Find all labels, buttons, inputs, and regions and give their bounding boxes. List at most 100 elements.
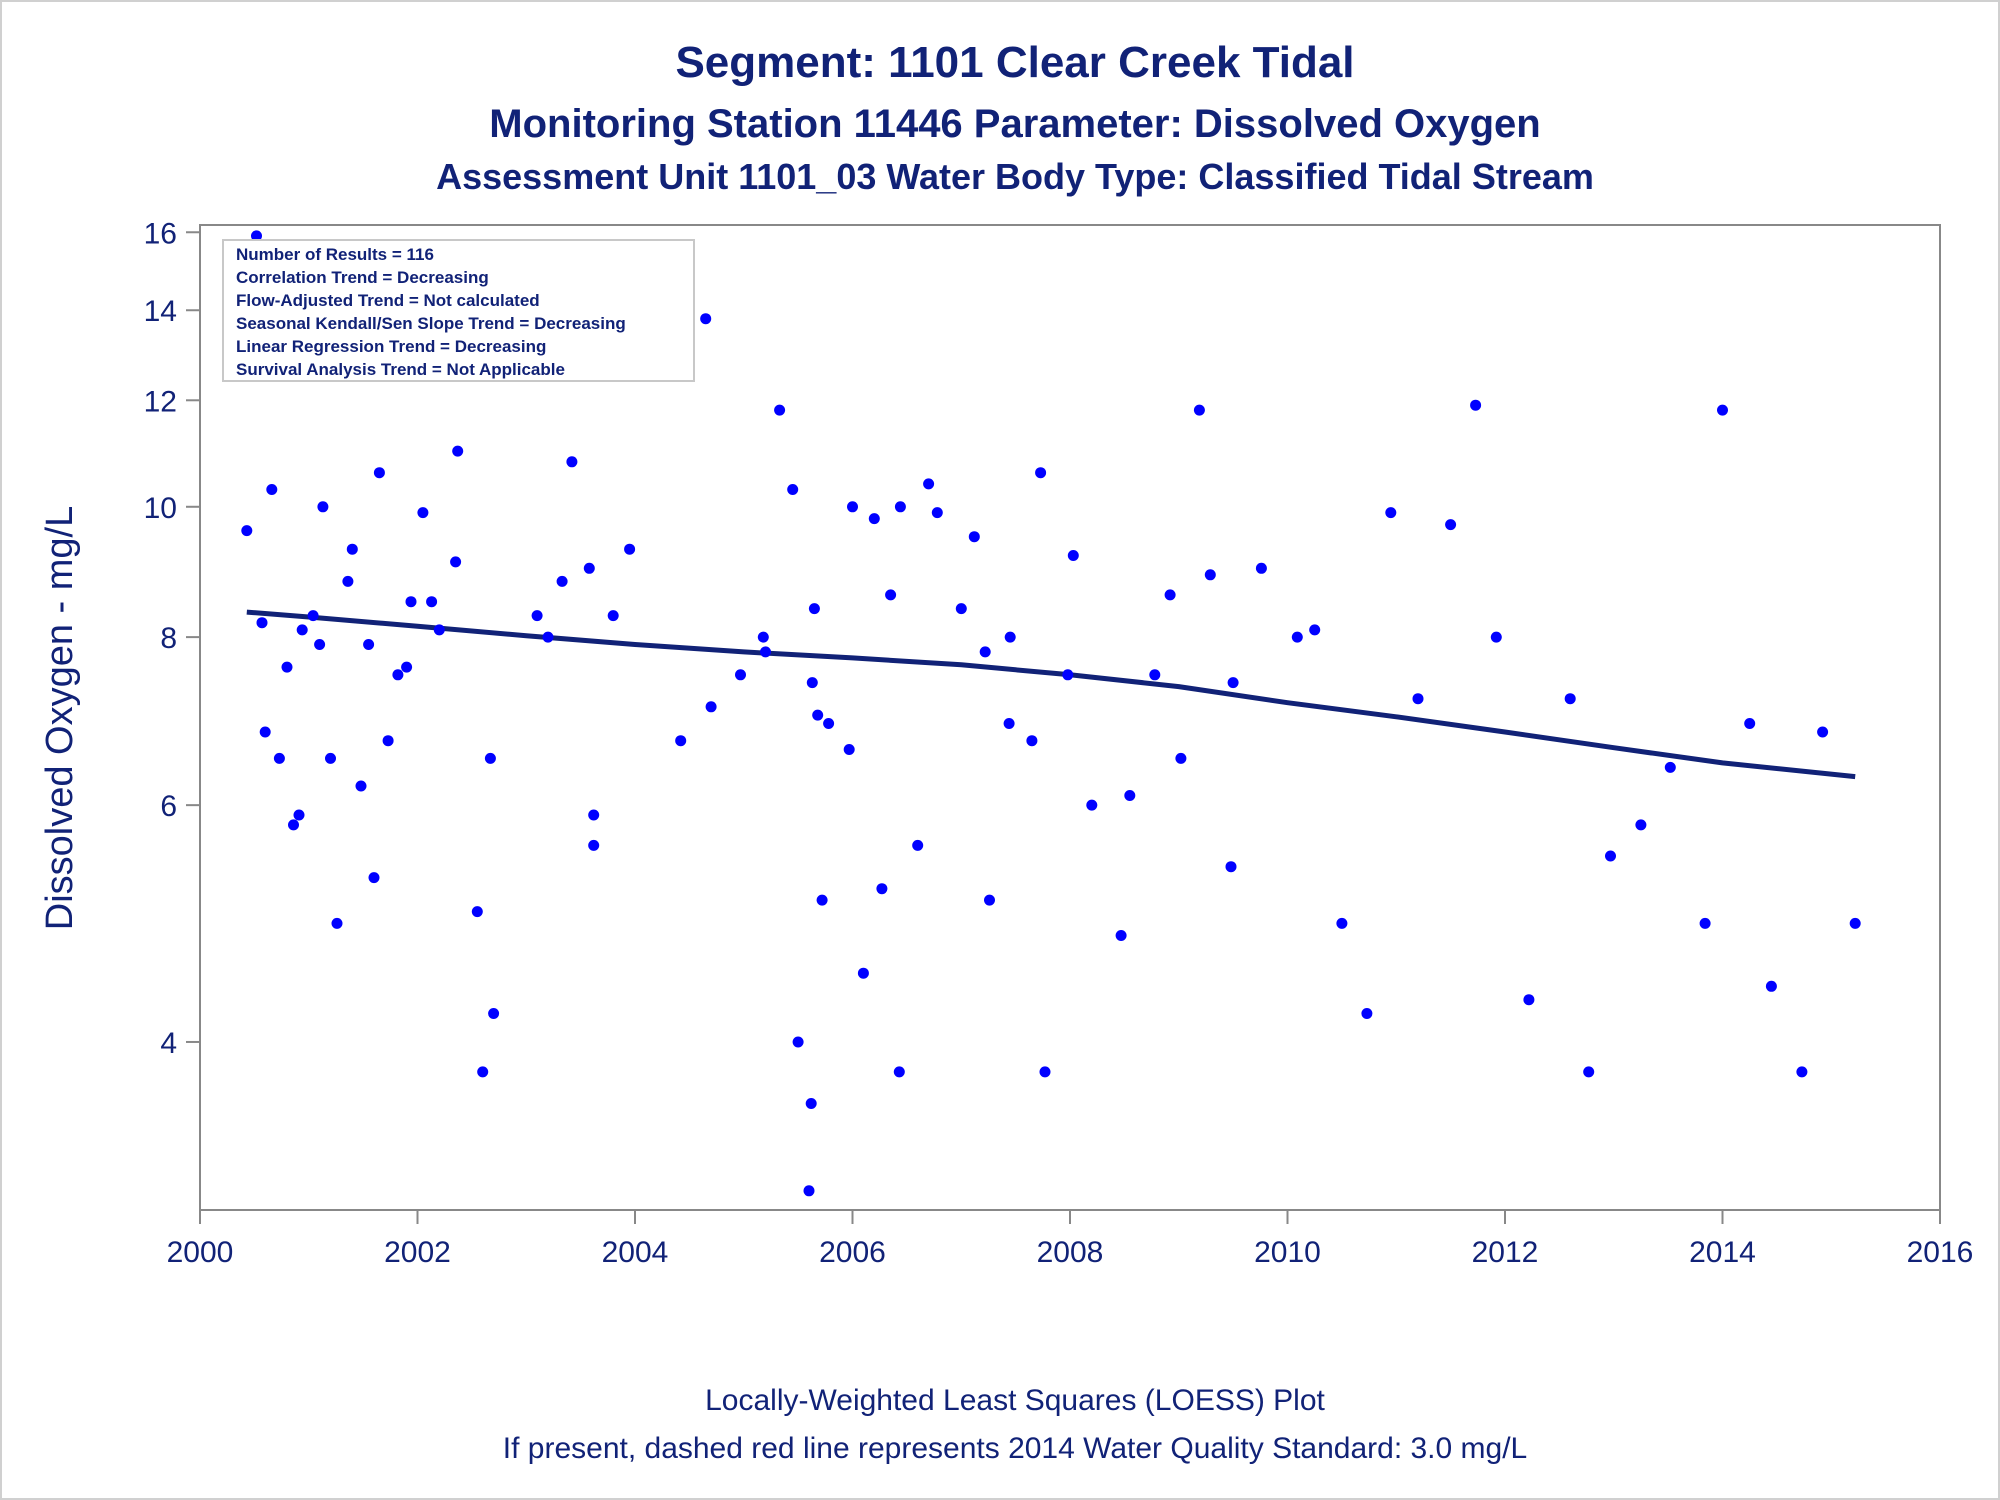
data-point — [1385, 507, 1397, 519]
data-point — [979, 646, 991, 658]
data-point — [531, 610, 543, 622]
y-tick-label: 4 — [160, 1027, 177, 1060]
data-point — [392, 669, 404, 681]
chart-subtitle: Monitoring Station 11446 Parameter: Diss… — [489, 102, 1540, 146]
data-point — [1849, 917, 1861, 929]
x-axis: 2000 2002 2004 2006 2008 2010 2012 2014 2016 — [167, 1210, 1974, 1269]
data-point — [760, 646, 771, 658]
data-point — [1115, 930, 1127, 941]
data-point — [256, 617, 268, 629]
data-point — [325, 752, 336, 764]
x-tick-label: 2006 — [819, 1236, 886, 1269]
data-point — [241, 525, 253, 537]
data-point — [1067, 550, 1079, 561]
data-point — [847, 501, 858, 513]
data-point — [803, 1185, 815, 1197]
data-point — [288, 819, 299, 831]
data-point — [1026, 735, 1038, 747]
data-point — [1564, 693, 1576, 705]
x-tick-label: 2002 — [384, 1236, 451, 1269]
data-point — [812, 709, 824, 721]
x-tick-label: 2016 — [1907, 1236, 1974, 1269]
stats-inset-line: Number of Results = 116 — [236, 245, 434, 264]
data-point — [1039, 1066, 1051, 1078]
stats-inset-line: Survival Analysis Trend = Not Applicable — [236, 360, 565, 379]
data-point — [368, 872, 380, 884]
data-point — [931, 507, 943, 519]
x-tick-label: 2004 — [602, 1236, 669, 1269]
data-point — [471, 906, 483, 918]
y-tick-label: 6 — [160, 790, 177, 823]
data-point — [355, 780, 367, 792]
data-point — [1227, 677, 1239, 689]
stats-inset-box — [222, 239, 695, 382]
data-point — [792, 1036, 804, 1048]
loess-trend-line — [246, 609, 1856, 780]
y-tick-label: 10 — [144, 492, 177, 525]
data-point — [488, 1008, 500, 1019]
data-point — [823, 718, 835, 729]
y-tick-label: 16 — [144, 217, 177, 250]
data-point — [1149, 669, 1161, 681]
data-point — [1086, 799, 1098, 811]
data-point — [843, 744, 855, 755]
data-point — [556, 575, 568, 587]
x-tick-label: 2000 — [167, 1236, 234, 1269]
data-point — [893, 1066, 905, 1078]
data-point — [1523, 994, 1535, 1006]
y-tick-label: 14 — [144, 295, 177, 328]
data-point — [1035, 467, 1047, 479]
data-point — [1193, 404, 1205, 416]
stats-inset: Number of Results = 116 Correlation Trend… — [236, 245, 626, 379]
x-tick-label: 2014 — [1689, 1236, 1756, 1269]
trend-layer — [246, 609, 1856, 780]
data-point — [806, 677, 818, 689]
data-point — [1225, 861, 1237, 873]
data-point — [955, 603, 967, 615]
x-tick-label: 2010 — [1254, 1236, 1321, 1269]
data-point — [857, 967, 869, 979]
chart-title: Segment: 1101 Clear Creek Tidal — [675, 38, 1354, 87]
data-point — [735, 669, 746, 681]
stats-inset-line: Correlation Trend = Decreasing — [236, 268, 489, 287]
data-point — [314, 639, 326, 650]
data-point — [757, 631, 769, 643]
stats-inset-line: Linear Regression Trend = Decreasing — [236, 337, 546, 356]
points-layer — [241, 230, 1861, 1197]
data-point — [1291, 631, 1303, 643]
stats-inset-line: Seasonal Kendall/Sen Slope Trend = Decre… — [236, 314, 626, 333]
data-point — [1124, 790, 1136, 801]
data-point — [566, 456, 578, 468]
data-point — [259, 726, 271, 738]
data-point — [868, 513, 880, 525]
data-point — [251, 230, 262, 242]
data-point — [450, 556, 462, 568]
data-point — [1004, 631, 1016, 643]
data-point — [984, 894, 995, 906]
chart-subtitle-2: Assessment Unit 1101_03 Water Body Type:… — [436, 156, 1594, 197]
data-point — [426, 596, 438, 608]
data-point — [1635, 819, 1647, 831]
data-point — [1490, 631, 1502, 643]
y-tick-label: 12 — [144, 385, 177, 418]
data-point — [1664, 761, 1676, 773]
data-point — [346, 543, 358, 555]
data-point — [452, 445, 464, 457]
data-point — [293, 809, 305, 821]
data-point — [1336, 917, 1348, 929]
data-point — [417, 507, 429, 519]
data-point — [1605, 850, 1616, 862]
data-point — [484, 752, 496, 764]
data-point — [405, 596, 417, 608]
data-point — [296, 624, 308, 636]
data-point — [816, 894, 828, 906]
y-tick-label: 8 — [160, 622, 177, 655]
data-point — [1470, 399, 1482, 411]
data-point — [774, 404, 786, 416]
y-axis: 4 6 8 10 12 14 16 — [144, 217, 200, 1060]
data-point — [266, 484, 278, 495]
data-point — [307, 610, 319, 622]
data-point — [1699, 917, 1711, 929]
data-point — [787, 484, 799, 495]
